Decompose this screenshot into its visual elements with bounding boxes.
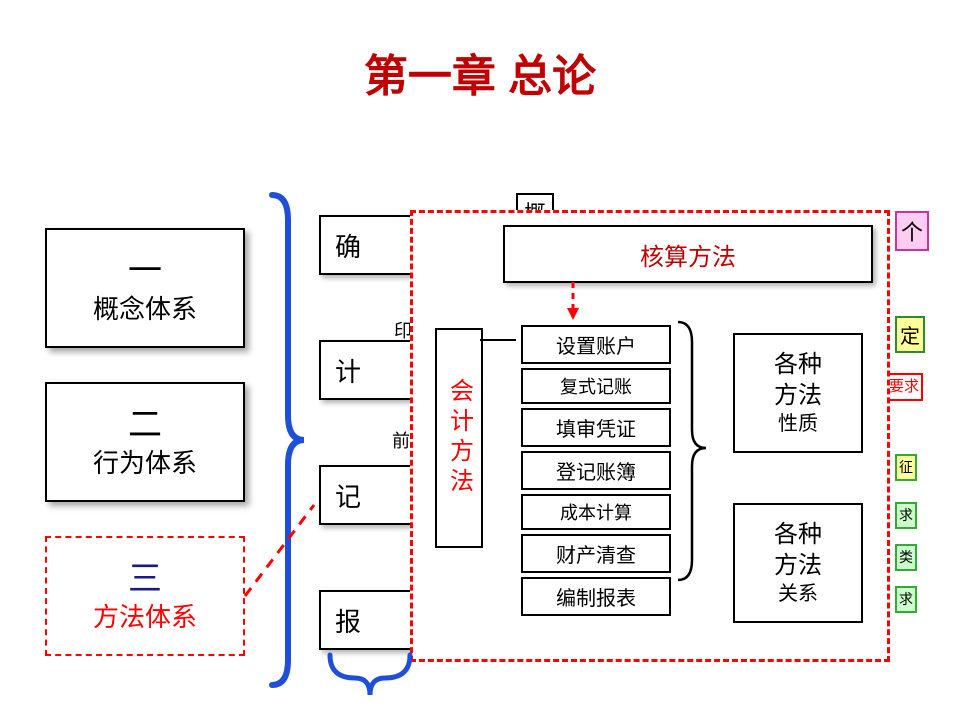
left-box-three: 三 方法体系	[45, 536, 245, 656]
method-1: 复式记账	[521, 368, 671, 404]
mid-a: 确	[335, 227, 361, 264]
badge-1: 征	[895, 454, 917, 481]
badge-3: 类	[895, 544, 917, 571]
mid-box-c: 记	[319, 465, 417, 525]
badge-4: 求	[895, 586, 917, 613]
mid-b: 计	[335, 352, 361, 389]
panel-right2: 各种 方法 关系	[733, 503, 863, 623]
mid-box-b: 计	[319, 340, 417, 400]
left-one-num: 一	[128, 249, 162, 293]
right-partial-ge: 个	[895, 211, 929, 251]
left-one-label: 概念体系	[93, 293, 197, 327]
left-three-num: 三	[128, 557, 162, 601]
mid-box-a: 确	[319, 215, 417, 275]
method-0: 设置账户	[521, 325, 671, 364]
badge-2: 求	[895, 502, 917, 529]
method-5: 财产清查	[521, 534, 671, 573]
left-three-label: 方法体系	[93, 601, 197, 635]
left-box-one: 一 概念体系	[45, 228, 245, 348]
left-two-label: 行为体系	[93, 447, 197, 481]
panel-sidelabel: 会计方法	[435, 328, 483, 548]
methods-list: 设置账户 复式记账 填审凭证 登记账簿 成本计算 财产清查 编制报表	[521, 321, 671, 620]
left-box-two: 二 行为体系	[45, 382, 245, 502]
left-two-num: 二	[128, 403, 162, 447]
method-3: 登记账簿	[521, 451, 671, 490]
method-6: 编制报表	[521, 577, 671, 616]
panel-right1: 各种 方法 性质	[733, 333, 863, 453]
title-text: 第一章 总论	[364, 52, 596, 101]
right-partial-ding: 定	[895, 316, 925, 353]
method-2: 填审凭证	[521, 408, 671, 447]
mid-c: 记	[335, 477, 361, 514]
partial-qian: 前	[392, 427, 410, 453]
methods-panel: 核算方法 会计方法 设置账户 复式记账 填审凭证 登记账簿 成本计算 财产清查 …	[410, 210, 890, 662]
page-title: 第一章 总论	[0, 0, 960, 104]
method-4: 成本计算	[521, 494, 671, 530]
panel-header-box: 核算方法	[503, 225, 873, 283]
mid-box-d: 报	[319, 590, 417, 650]
badge-req: 要求	[885, 373, 923, 401]
panel-header: 核算方法	[640, 237, 736, 272]
mid-d: 报	[335, 602, 361, 639]
